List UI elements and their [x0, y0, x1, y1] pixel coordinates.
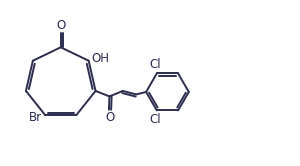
- Text: O: O: [56, 19, 65, 32]
- Text: Cl: Cl: [149, 58, 160, 71]
- Text: OH: OH: [92, 52, 110, 65]
- Text: Cl: Cl: [149, 113, 160, 126]
- Text: Br: Br: [29, 111, 42, 124]
- Text: O: O: [105, 111, 115, 124]
